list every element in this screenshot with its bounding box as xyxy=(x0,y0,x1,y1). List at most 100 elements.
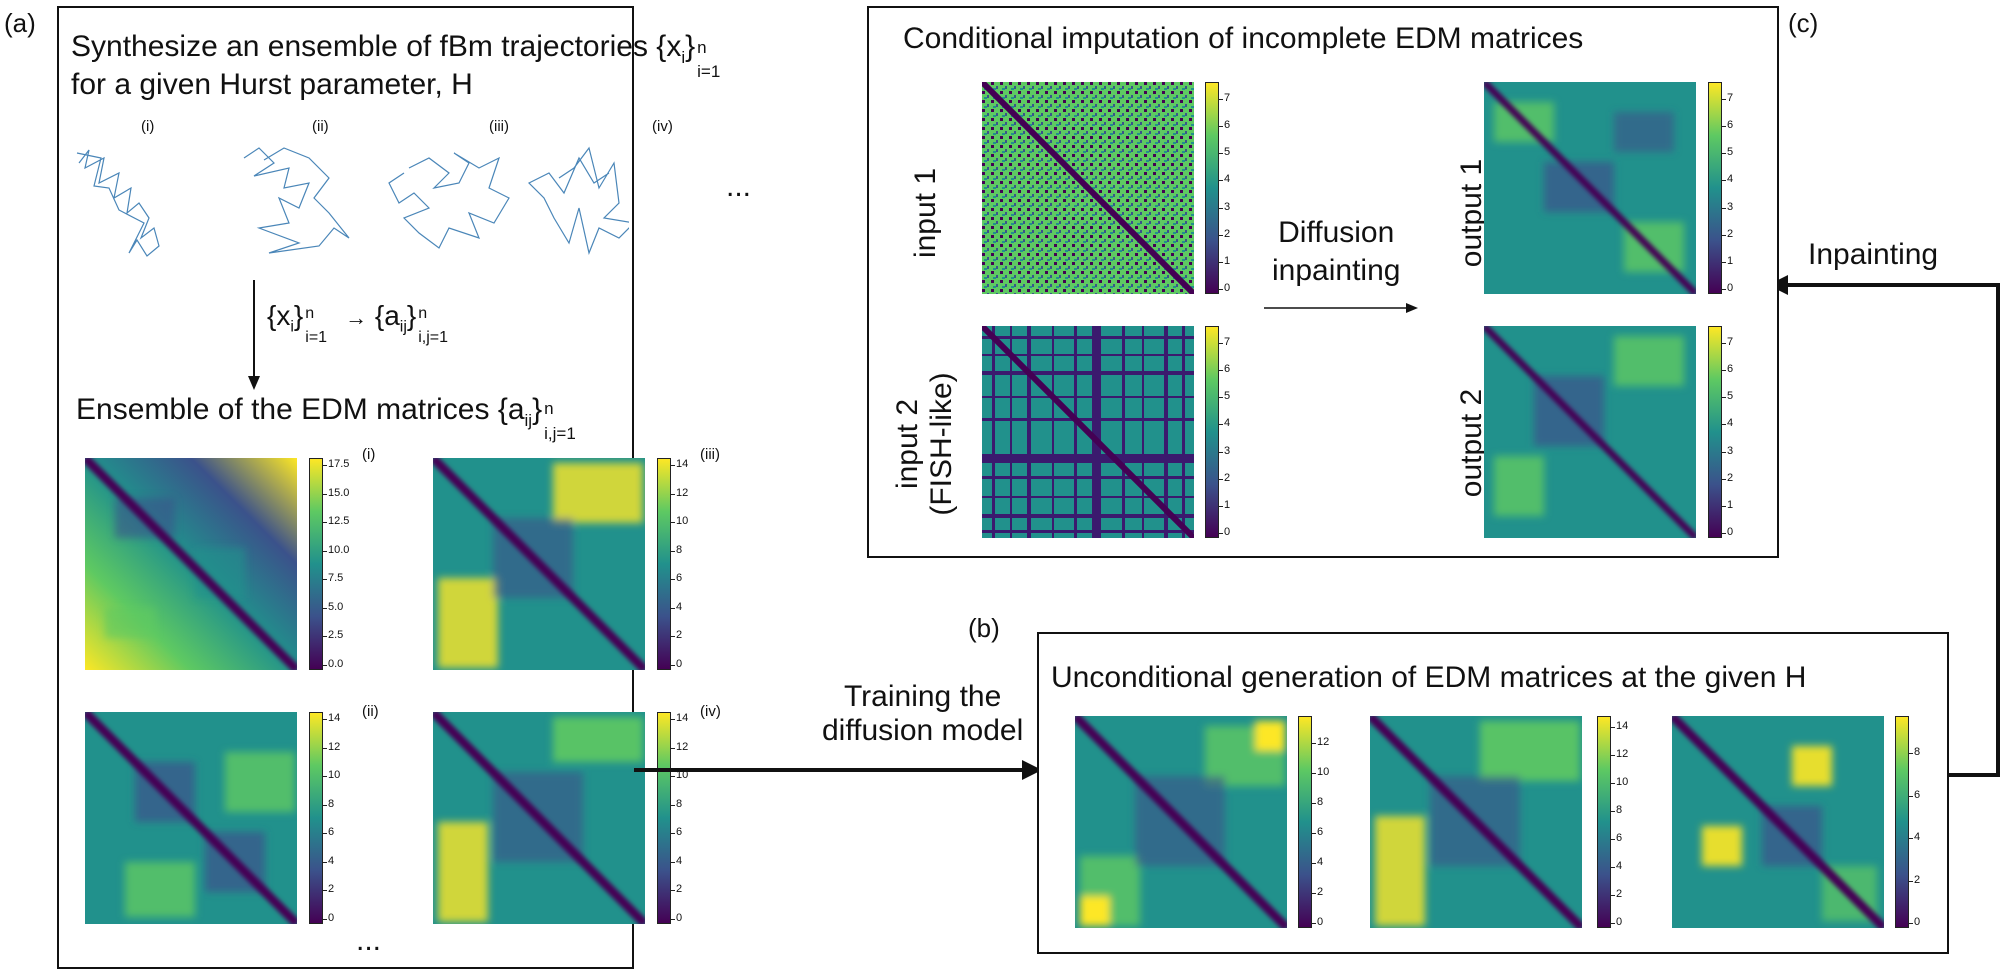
diffusion-inpainting-label: Diffusion inpainting xyxy=(1272,216,1401,287)
colorbar-tick: 5 xyxy=(1721,390,1734,403)
colorbar-tick: 2 xyxy=(322,883,335,896)
input2-label: input 2 (FISH-like) xyxy=(891,372,958,516)
diffusion-arrow xyxy=(1264,303,1418,313)
colorbar-tick: 10 xyxy=(670,515,689,528)
colorbar-tick: 4 xyxy=(670,854,683,867)
colorbar-tick: 17.5 xyxy=(322,458,350,470)
colorbar-tick: 15.0 xyxy=(322,486,350,499)
colorbar-tick: 12 xyxy=(670,740,689,753)
colorbar-tick: 6 xyxy=(1218,363,1231,376)
colorbar-tick: 2 xyxy=(1908,873,1921,886)
colorbar-tick: 14 xyxy=(670,458,689,470)
output1-matrix xyxy=(1484,82,1696,294)
colorbar-tick: 6 xyxy=(1721,119,1734,132)
colorbar-tick: 2 xyxy=(1721,227,1734,240)
colorbar-a-i xyxy=(309,458,323,670)
colorbar-tick: 7 xyxy=(1721,92,1734,104)
colorbar-tick: 2 xyxy=(1218,227,1231,240)
colorbar-tick: 3 xyxy=(1218,444,1231,457)
colorbar-tick: 14 xyxy=(1610,720,1629,732)
colorbar-tick: 0 xyxy=(322,912,335,924)
colorbar-a-iii xyxy=(657,458,671,670)
colorbar-tick: 10 xyxy=(1311,766,1330,778)
training-arrow xyxy=(634,760,1042,780)
fbm-trajectories xyxy=(76,146,629,257)
colorbar-tick: 0 xyxy=(1311,916,1324,928)
trajectory-label-ii: (ii) xyxy=(312,118,329,135)
colorbar-a-iv xyxy=(657,712,671,924)
colorbar-tick: 4 xyxy=(322,854,335,867)
colorbar-tick: 10.0 xyxy=(322,543,350,556)
colorbar-tick: 8 xyxy=(1311,796,1324,808)
colorbar-b-1 xyxy=(1298,716,1312,928)
matrix-label-iv: (iv) xyxy=(700,703,721,720)
colorbar-tick: 1 xyxy=(1721,498,1734,511)
colorbar-tick: 10 xyxy=(670,769,689,782)
edm-matrix-a-i xyxy=(85,458,297,670)
trajectory-label-i: (i) xyxy=(141,118,155,135)
colorbar-tick: 14 xyxy=(322,712,341,724)
colorbar-tick: 4 xyxy=(1311,856,1324,868)
colorbar-tick: 2 xyxy=(1610,888,1623,900)
colorbar-tick: 1 xyxy=(1721,254,1734,267)
generated-matrix-3 xyxy=(1672,716,1884,928)
colorbar-tick: 5 xyxy=(1218,390,1231,403)
colorbar-tick: 0 xyxy=(1908,916,1921,928)
colorbar-tick: 10 xyxy=(322,769,341,782)
colorbar-tick: 8 xyxy=(1610,804,1623,816)
colorbar-tick: 12 xyxy=(322,740,341,753)
generated-matrix-1 xyxy=(1075,716,1287,928)
colorbar-output2 xyxy=(1708,326,1722,538)
colorbar-tick: 12 xyxy=(1610,748,1629,760)
colorbar-tick: 8 xyxy=(1908,746,1921,758)
colorbar-tick: 7.5 xyxy=(322,572,344,585)
colorbar-tick: 6 xyxy=(1908,788,1921,801)
ensemble-title: Ensemble of the EDM matrices {aij} n i,j=1 xyxy=(76,393,576,443)
colorbar-tick: 5 xyxy=(1218,146,1231,159)
trajectory-iv xyxy=(527,146,629,256)
colorbar-tick: 2 xyxy=(1218,471,1231,484)
colorbar-tick: 6 xyxy=(670,826,683,839)
colorbar-tick: 6 xyxy=(1610,832,1623,844)
colorbar-tick: 6 xyxy=(1311,826,1324,838)
colorbar-tick: 2 xyxy=(1721,471,1734,484)
colorbar-tick: 6 xyxy=(1721,363,1734,376)
input2-matrix xyxy=(982,326,1194,538)
colorbar-tick: 4 xyxy=(1218,417,1231,430)
colorbar-tick: 4 xyxy=(1721,417,1734,430)
colorbar-tick: 5.0 xyxy=(322,600,344,613)
trajectory-label-iii: (iii) xyxy=(489,118,509,135)
input1-matrix xyxy=(982,82,1194,294)
panel-c-label: (c) xyxy=(1788,8,1819,38)
colorbar-tick: 4 xyxy=(670,600,683,613)
trajectory-label-iv: (iv) xyxy=(652,118,673,135)
edm-matrix-a-iii xyxy=(433,458,645,670)
colorbar-tick: 2 xyxy=(1311,886,1324,898)
colorbar-tick: 2.5 xyxy=(322,629,344,642)
transform-formula: {xi} n i=1 → {aij} n i,j=1 xyxy=(267,300,449,346)
trajectory-ellipsis: ... xyxy=(726,170,752,203)
panel-a-label: (a) xyxy=(4,8,36,38)
colorbar-tick: 3 xyxy=(1218,200,1231,213)
colorbar-tick: 7 xyxy=(1218,92,1231,104)
colorbar-tick: 7 xyxy=(1218,336,1231,348)
panel-b-title: Unconditional generation of EDM matrices… xyxy=(1051,661,1807,694)
colorbar-tick: 14 xyxy=(670,712,689,724)
panel-a-title-line1: Synthesize an ensemble of fBm trajectori… xyxy=(71,30,721,81)
panel-a-title-line2: for a given Hurst parameter, H xyxy=(71,68,473,101)
colorbar-tick: 0 xyxy=(670,658,683,670)
panel-b-label: (b) xyxy=(968,613,1000,643)
colorbar-tick: 1 xyxy=(1218,498,1231,511)
colorbar-tick: 7 xyxy=(1721,336,1734,348)
colorbar-a-ii xyxy=(309,712,323,924)
colorbar-input1 xyxy=(1205,82,1219,294)
colorbar-output1 xyxy=(1708,82,1722,294)
trajectory-iii xyxy=(388,152,510,249)
colorbar-tick: 0 xyxy=(1610,916,1623,928)
colorbar-tick: 10 xyxy=(1610,776,1629,788)
colorbar-tick: 12.5 xyxy=(322,515,350,528)
edm-matrix-a-ii xyxy=(85,712,297,924)
colorbar-tick: 8 xyxy=(670,543,683,556)
trajectory-ii xyxy=(243,147,350,254)
colorbar-tick: 2 xyxy=(670,629,683,642)
